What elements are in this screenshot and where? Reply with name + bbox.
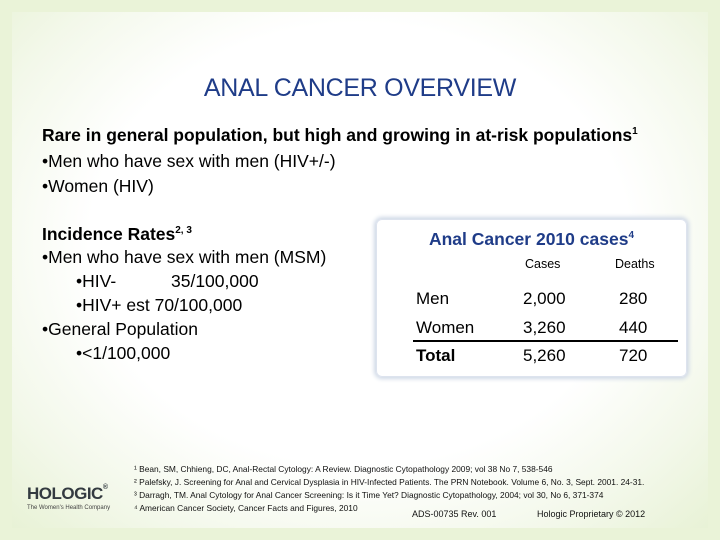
- row-total-deaths: 720: [619, 346, 648, 365]
- cases-table-card: Anal Cancer 2010 cases4 Cases Deaths Men…: [376, 219, 687, 377]
- incidence-general: •General Population: [42, 319, 198, 339]
- footnote-2: ² Palefsky, J. Screening for Anal and Ce…: [134, 477, 645, 487]
- row-total-label: Total: [416, 346, 456, 365]
- footnote-4: ⁴ American Cancer Society, Cancer Facts …: [134, 503, 358, 513]
- deaths-header: Deaths: [615, 257, 655, 271]
- incidence-heading: Incidence Rates2, 3: [42, 224, 192, 244]
- footnote-1: ¹ Bean, SM, Chhieng, DC, Anal-Rectal Cyt…: [134, 464, 553, 474]
- row-men-cases: 2,000: [523, 289, 566, 308]
- row-women-deaths: 440: [619, 318, 648, 337]
- row-women-cases: 3,260: [523, 318, 566, 337]
- incidence-hiv-neg-value: 35/100,000: [171, 271, 259, 291]
- intro-bullet-msm: •Men who have sex with men (HIV+/-): [42, 151, 336, 171]
- row-men-label: Men: [416, 289, 450, 308]
- incidence-hiv-neg-label: •HIV-: [76, 271, 117, 291]
- hologic-logo: HOLOGIC® The Women's Health Company: [27, 484, 111, 511]
- slide-title: ANAL CANCER OVERVIEW: [203, 74, 517, 102]
- proprietary-notice: Hologic Proprietary © 2012: [537, 509, 646, 519]
- intro-heading: Rare in general population, but high and…: [42, 125, 638, 145]
- cases-table-title: Anal Cancer 2010 cases4: [428, 229, 634, 249]
- incidence-general-value: •<1/100,000: [76, 343, 171, 363]
- table-total-divider: [413, 340, 678, 342]
- intro-bullet-women: •Women (HIV): [42, 176, 154, 196]
- row-men-deaths: 280: [619, 289, 648, 308]
- footnote-3: ³ Darragh, TM. Anal Cytology for Anal Ca…: [134, 490, 604, 500]
- row-women-label: Women: [416, 318, 475, 337]
- row-total-cases: 5,260: [523, 346, 566, 365]
- cases-header: Cases: [525, 257, 561, 271]
- document-number: ADS-00735 Rev. 001: [412, 509, 497, 519]
- incidence-hiv-pos: •HIV+ est 70/100,000: [76, 295, 243, 315]
- incidence-msm: •Men who have sex with men (MSM): [42, 247, 327, 267]
